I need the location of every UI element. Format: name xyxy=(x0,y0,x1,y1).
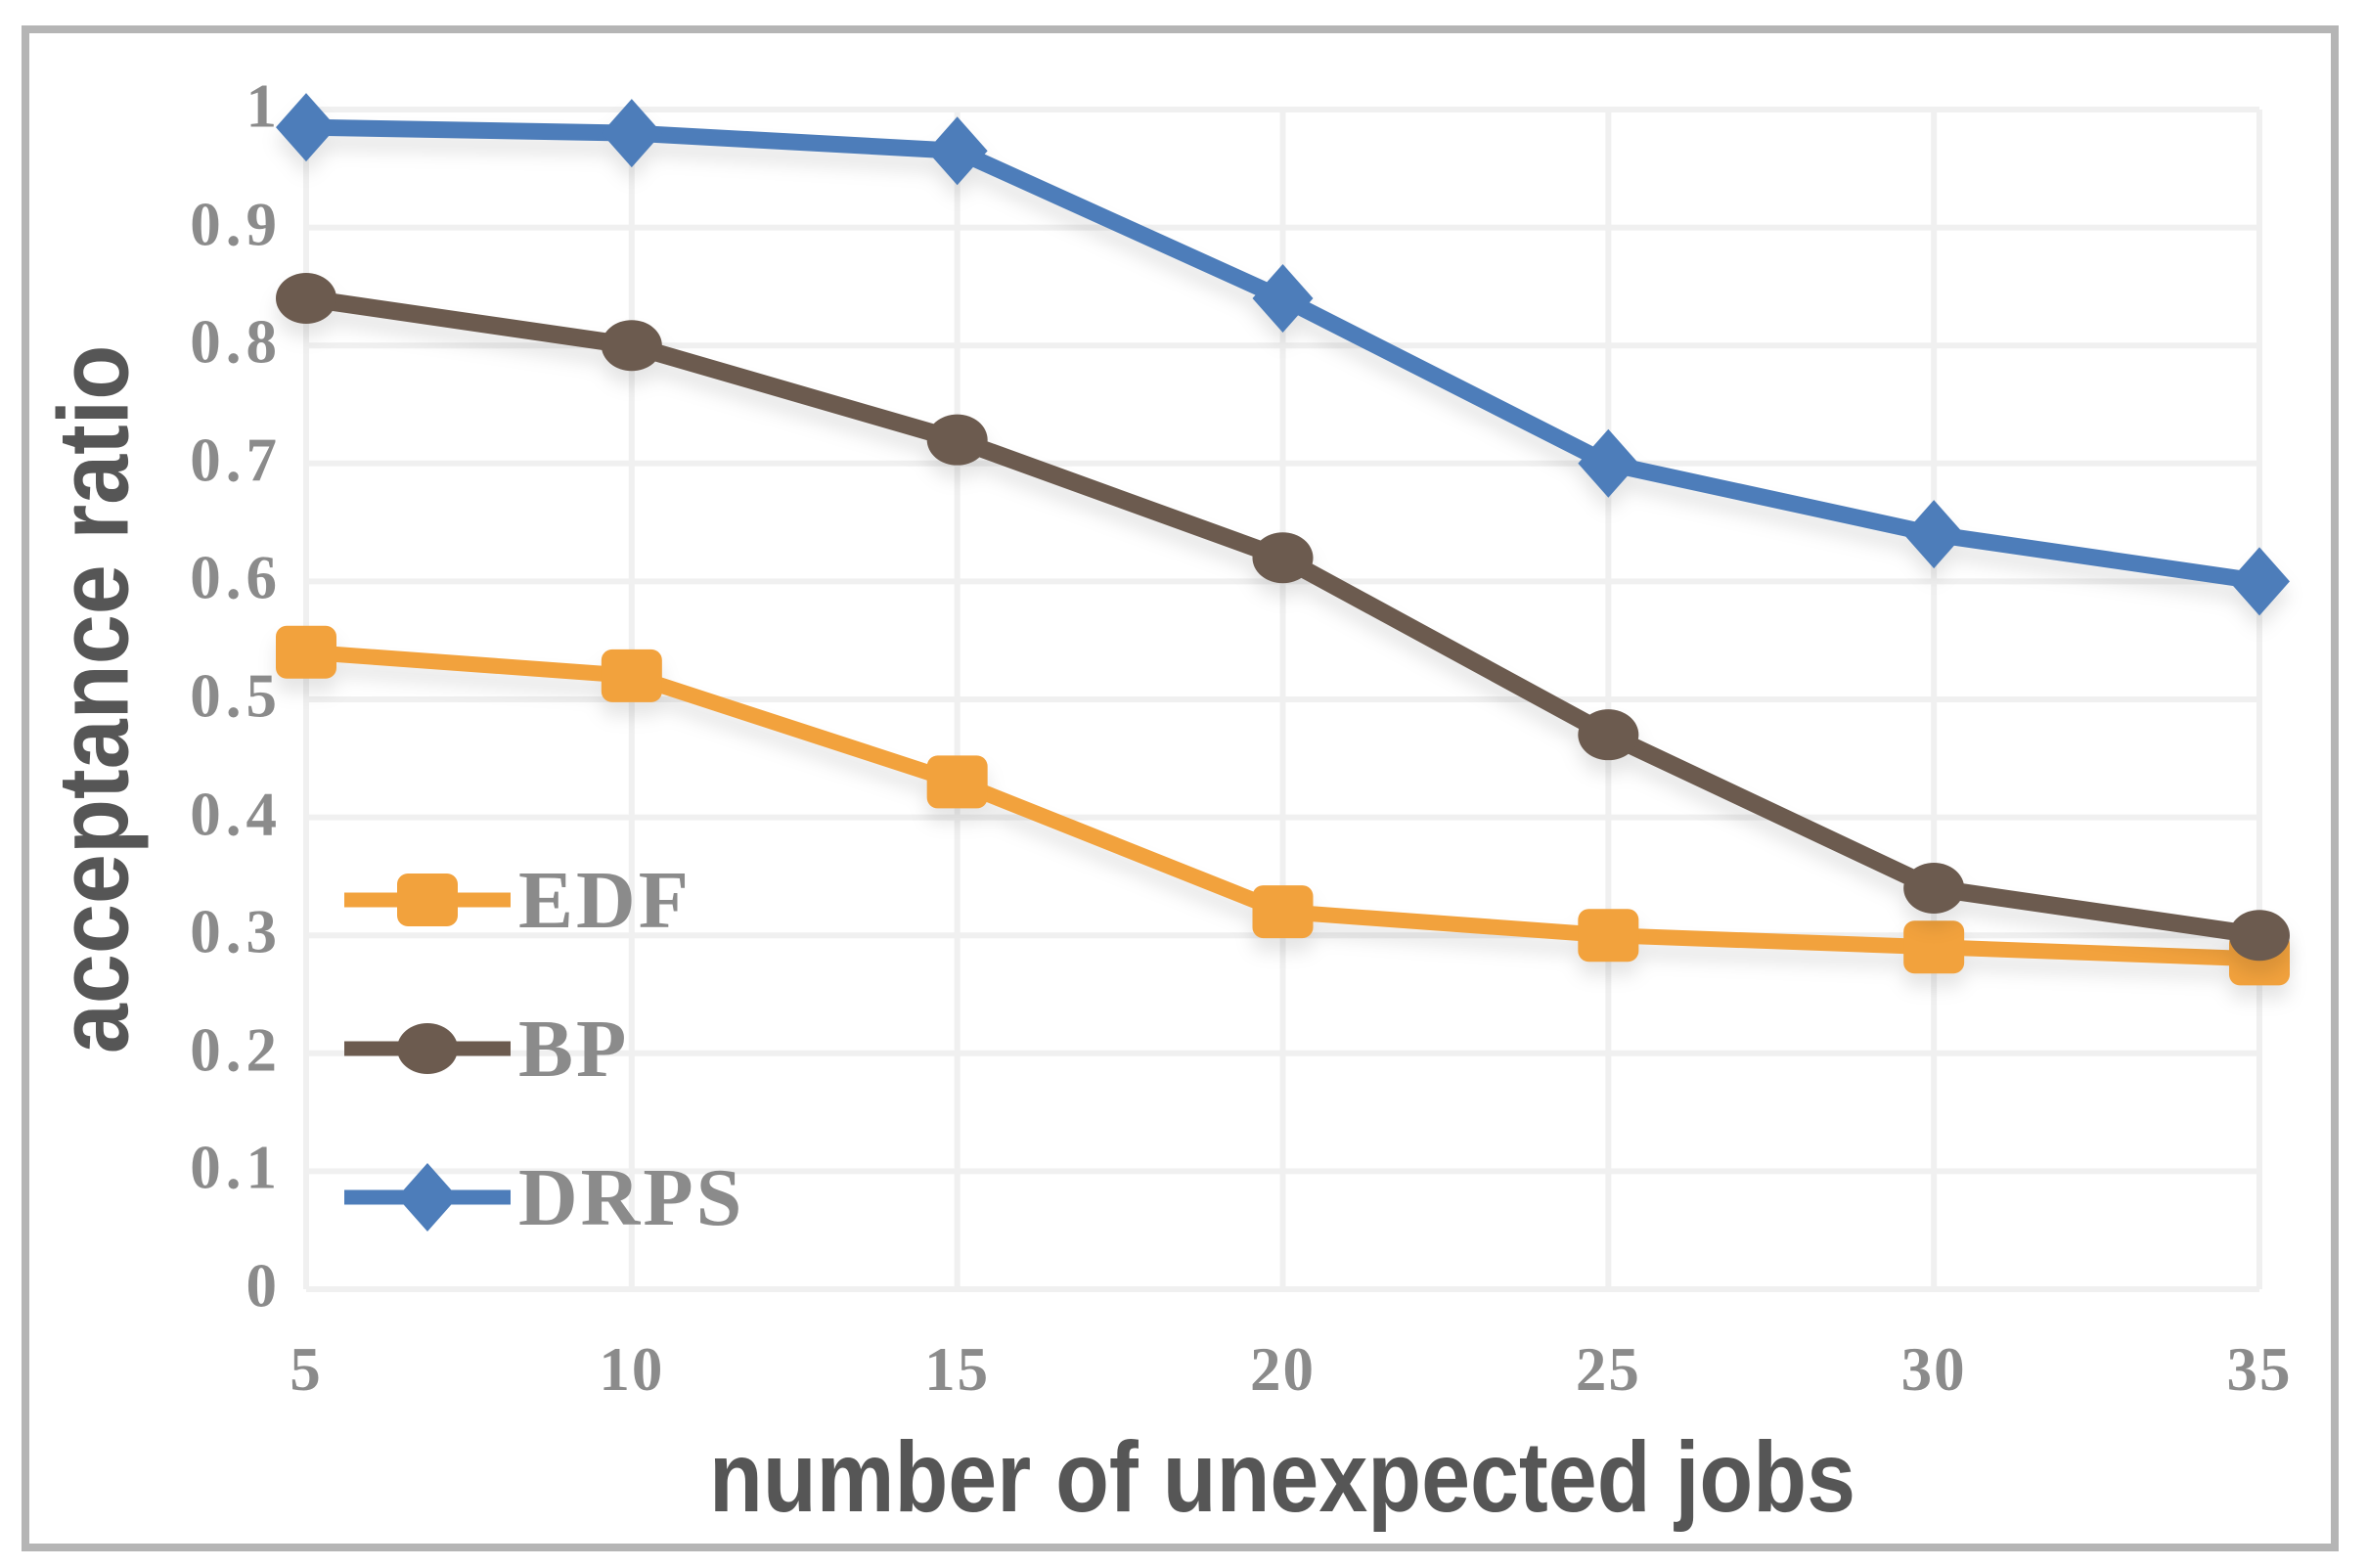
y-tick: 0.5 xyxy=(190,661,282,731)
x-tick: 15 xyxy=(924,1335,991,1404)
drps-diamond-marker-icon xyxy=(344,1163,511,1232)
legend-label-bp: BP xyxy=(518,1003,630,1095)
y-tick: 0.9 xyxy=(190,190,282,259)
square-marker xyxy=(601,649,662,702)
y-axis-tick-labels: 1 0.9 0.8 0.7 0.6 0.5 0.4 0.3 0.2 0.1 0 xyxy=(0,72,282,1321)
x-tick: 10 xyxy=(599,1335,665,1404)
diamond-marker xyxy=(1903,500,1965,569)
diamond-marker xyxy=(926,116,988,186)
y-tick: 0.8 xyxy=(190,307,282,377)
x-tick: 5 xyxy=(290,1335,323,1404)
square-marker xyxy=(1578,909,1639,963)
x-axis-title: number of unexpected jobs xyxy=(708,1421,1856,1533)
chart-outer-frame xyxy=(22,25,2339,1551)
circle-marker xyxy=(1252,532,1314,584)
diamond-marker xyxy=(2229,547,2290,616)
circle-marker xyxy=(1903,862,1965,914)
diamond-marker xyxy=(276,93,336,162)
x-axis-tick-labels: 5 10 15 20 25 30 35 xyxy=(290,1334,2290,1422)
diamond-marker xyxy=(1252,263,1314,333)
square-marker xyxy=(276,625,336,679)
circle-marker xyxy=(1578,709,1639,761)
diamond-marker xyxy=(1578,428,1639,498)
circle-marker xyxy=(2229,910,2290,962)
y-tick: 0 xyxy=(246,1251,282,1321)
y-tick: 0.1 xyxy=(190,1133,282,1202)
legend-item-edf: EDF xyxy=(344,846,692,954)
y-tick: 0.7 xyxy=(190,426,282,495)
square-marker xyxy=(926,755,988,809)
legend-label-drps: DRPS xyxy=(518,1151,745,1243)
square-marker xyxy=(1252,885,1314,939)
x-tick: 30 xyxy=(1900,1335,1967,1404)
y-tick: 0.4 xyxy=(190,780,282,849)
series-bp xyxy=(276,272,2290,962)
edf-square-marker-icon xyxy=(344,874,511,926)
x-tick: 35 xyxy=(2226,1335,2293,1404)
legend-item-bp: BP xyxy=(344,995,629,1102)
x-tick: 20 xyxy=(1250,1335,1316,1404)
y-tick: 1 xyxy=(246,71,282,141)
circle-marker xyxy=(276,272,336,324)
circle-marker xyxy=(926,414,988,466)
legend-item-drps: DRPS xyxy=(344,1143,744,1251)
gridlines xyxy=(303,107,2262,1292)
circle-marker xyxy=(601,320,662,372)
x-tick: 25 xyxy=(1575,1335,1641,1404)
square-marker xyxy=(1903,920,1965,974)
y-tick: 0.3 xyxy=(190,897,282,966)
y-tick: 0.2 xyxy=(190,1015,282,1085)
legend-label-edf: EDF xyxy=(518,854,692,946)
bp-circle-marker-icon xyxy=(344,1023,511,1074)
series-drps xyxy=(276,93,2290,616)
diamond-marker xyxy=(601,99,662,168)
y-tick: 0.6 xyxy=(190,543,282,612)
y-axis-title: acceptance ratio xyxy=(37,344,150,1054)
